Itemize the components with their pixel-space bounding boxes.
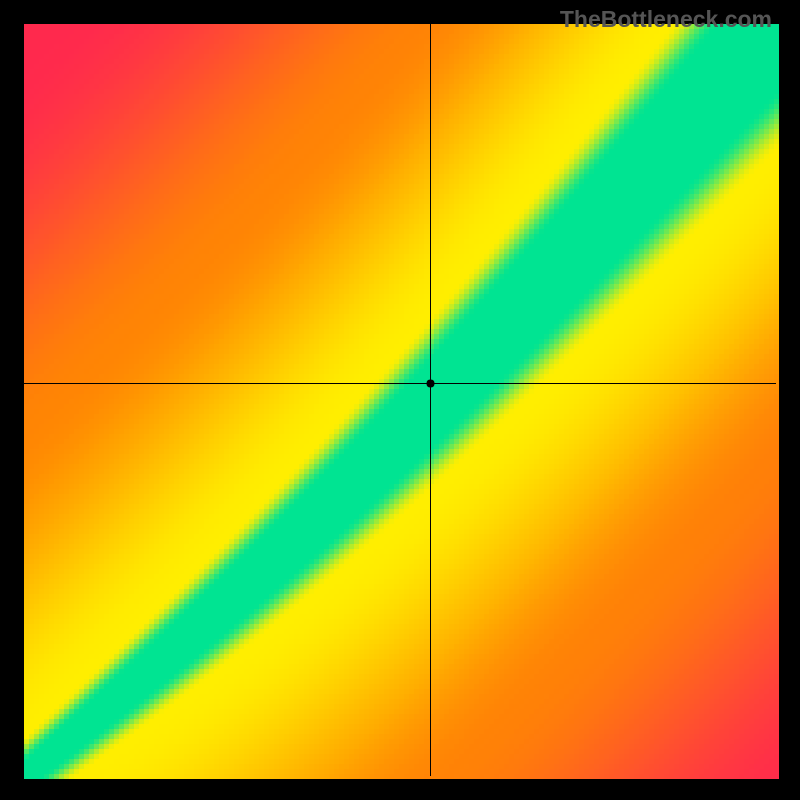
chart-container: TheBottleneck.com bbox=[0, 0, 800, 800]
heatmap-canvas bbox=[0, 0, 800, 800]
attribution-label: TheBottleneck.com bbox=[560, 6, 772, 33]
